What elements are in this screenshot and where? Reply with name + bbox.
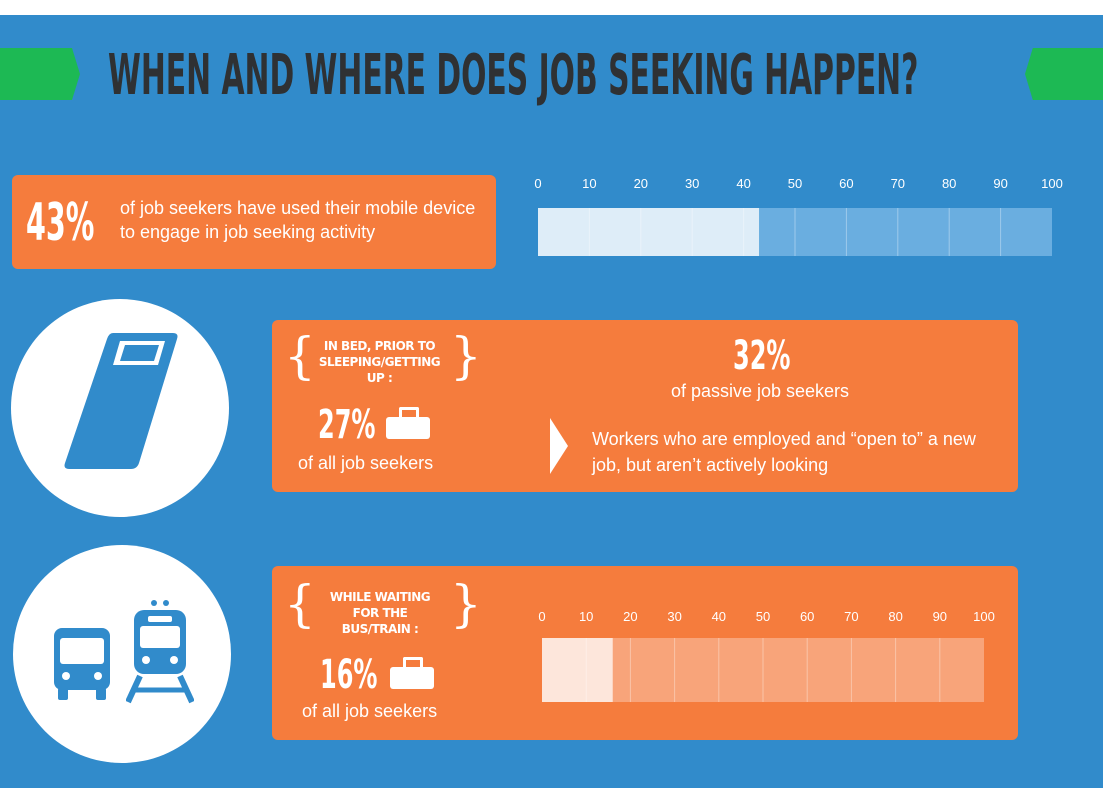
tick-label: 100 xyxy=(1041,176,1063,191)
bus-train-label: WHILE WAITING FOR THE BUS/TRAIN : xyxy=(329,590,431,636)
tick-label: 90 xyxy=(993,176,1007,191)
tick-label: 80 xyxy=(942,176,956,191)
in-bed-label-brace-right: } xyxy=(450,327,482,385)
bar-value xyxy=(542,638,613,702)
mobile-percent: 43% xyxy=(26,193,95,253)
tick-label: 20 xyxy=(634,176,648,191)
tick-label: 20 xyxy=(623,609,637,624)
mobile-tag xyxy=(12,175,496,269)
tick-label: 10 xyxy=(579,609,593,624)
tick-label: 0 xyxy=(534,176,541,191)
bus-train-subtext: of all job seekers xyxy=(302,701,438,721)
tick-label: 60 xyxy=(800,609,814,624)
passive-description: Workers who are employed and “open to” a… xyxy=(592,429,976,475)
bed-icon xyxy=(64,333,178,469)
bar-track xyxy=(542,638,984,702)
transit-circle xyxy=(13,545,231,763)
in-bed-label: IN BED, PRIOR TO SLEEPING/GETTING UP : xyxy=(318,339,441,385)
tick-label: 90 xyxy=(933,609,947,624)
tick-label: 40 xyxy=(736,176,750,191)
bus-label-brace-left: { xyxy=(284,575,316,633)
title-accent-right xyxy=(1025,48,1103,100)
tick-label: 0 xyxy=(538,609,545,624)
bus-icon xyxy=(54,628,110,700)
in-bed-tag xyxy=(272,320,1018,492)
title-accent-left xyxy=(0,48,80,100)
train-icon xyxy=(126,600,194,704)
tick-label: 50 xyxy=(788,176,802,191)
passive-percent: 32% xyxy=(733,333,791,379)
tick-label: 30 xyxy=(685,176,699,191)
in-bed-subtext: of all job seekers xyxy=(298,453,434,473)
briefcase-icon xyxy=(386,407,430,439)
tick-label: 70 xyxy=(844,609,858,624)
bus-train-percent: 16% xyxy=(320,652,378,698)
tick-label: 50 xyxy=(756,609,770,624)
tick-label: 30 xyxy=(667,609,681,624)
in-bed-label-brace-left: { xyxy=(284,327,316,385)
tick-label: 10 xyxy=(582,176,596,191)
passive-label: of passive job seekers xyxy=(670,381,850,401)
mobile-text: of job seekers have used their mobile de… xyxy=(120,198,476,242)
tick-label: 70 xyxy=(891,176,905,191)
page-title: WHEN AND WHERE DOES JOB SEEKING HAPPEN? xyxy=(108,43,919,108)
tick-label: 100 xyxy=(973,609,995,624)
tick-label: 60 xyxy=(839,176,853,191)
bar-value xyxy=(538,208,760,256)
briefcase-icon xyxy=(390,657,434,689)
bus-label-brace-right: } xyxy=(450,575,482,633)
tick-label: 80 xyxy=(888,609,902,624)
bus-train-bar-chart: 0 10 20 30 40 50 60 70 80 90 100 xyxy=(538,609,995,702)
chevron-right-icon xyxy=(550,418,568,474)
in-bed-percent: 27% xyxy=(318,402,376,448)
tick-label: 40 xyxy=(712,609,726,624)
mobile-bar-chart: 0 10 20 30 40 50 60 70 80 90 100 xyxy=(534,176,1063,256)
